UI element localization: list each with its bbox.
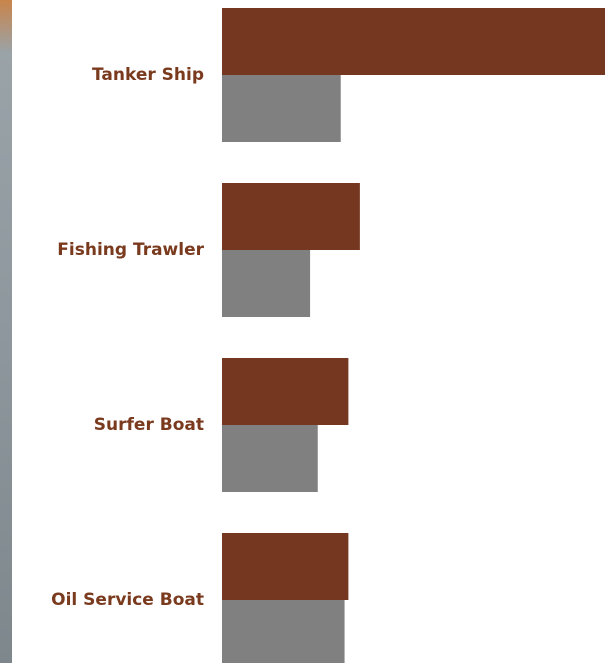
background-strip [0,0,12,663]
category-label: Fishing Trawler [57,240,204,260]
bar [222,183,360,250]
bar [222,8,605,75]
bar [222,75,341,142]
category-label: Tanker Ship [92,65,204,85]
category-label: Oil Service Boat [51,590,204,610]
bar [222,600,345,663]
bar [222,358,349,425]
bar [222,425,318,492]
bar [222,250,311,317]
category-label: Surfer Boat [94,415,204,435]
bar [222,533,349,600]
